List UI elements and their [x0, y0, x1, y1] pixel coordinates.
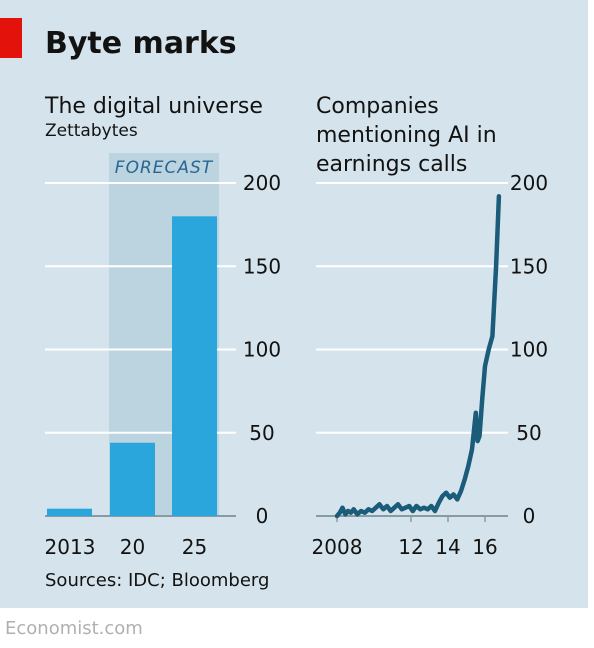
y-tick-label: 200 — [243, 171, 281, 195]
y-tick-label: 150 — [243, 254, 281, 278]
y-tick-label: 100 — [510, 338, 548, 362]
x-tick-label: 14 — [435, 535, 460, 559]
right-panel-title: Companies mentioning AI in earnings call… — [316, 94, 497, 177]
forecast-label: FORECAST — [115, 158, 214, 178]
y-tick-label: 50 — [516, 421, 541, 445]
x-tick-label: 2008 — [312, 535, 363, 559]
left-panel-subtitle: Zettabytes — [45, 121, 138, 141]
page-title: Byte marks — [45, 26, 237, 61]
x-tick-label: 12 — [398, 535, 423, 559]
x-tick-label: 16 — [472, 535, 497, 559]
x-tick-label: 2013 — [45, 535, 96, 559]
line-chart: 0 50 100 150 200 2008 12 14 16 — [312, 171, 549, 559]
bar — [110, 442, 155, 516]
sources-note: Sources: IDC; Bloomberg — [45, 570, 270, 591]
series-line — [334, 194, 502, 519]
x-tick-label: 25 — [182, 535, 207, 559]
x-tick-label: 20 — [120, 535, 145, 559]
footer-watermark: Economist.com — [5, 618, 143, 639]
red-accent-tag — [0, 18, 22, 58]
bar-chart: FORECAST 0 50 100 150 200 2013 20 25 — [45, 153, 281, 559]
y-tick-label: 50 — [249, 421, 274, 445]
bar — [47, 508, 92, 516]
y-tick-label: 150 — [510, 254, 548, 278]
bar — [172, 216, 217, 517]
chart-card — [0, 0, 588, 608]
y-tick-label: 0 — [256, 504, 269, 528]
y-tick-label: 100 — [243, 338, 281, 362]
y-tick-label: 200 — [510, 171, 548, 195]
y-tick-label: 0 — [523, 504, 536, 528]
left-panel-title: The digital universe — [45, 94, 263, 119]
